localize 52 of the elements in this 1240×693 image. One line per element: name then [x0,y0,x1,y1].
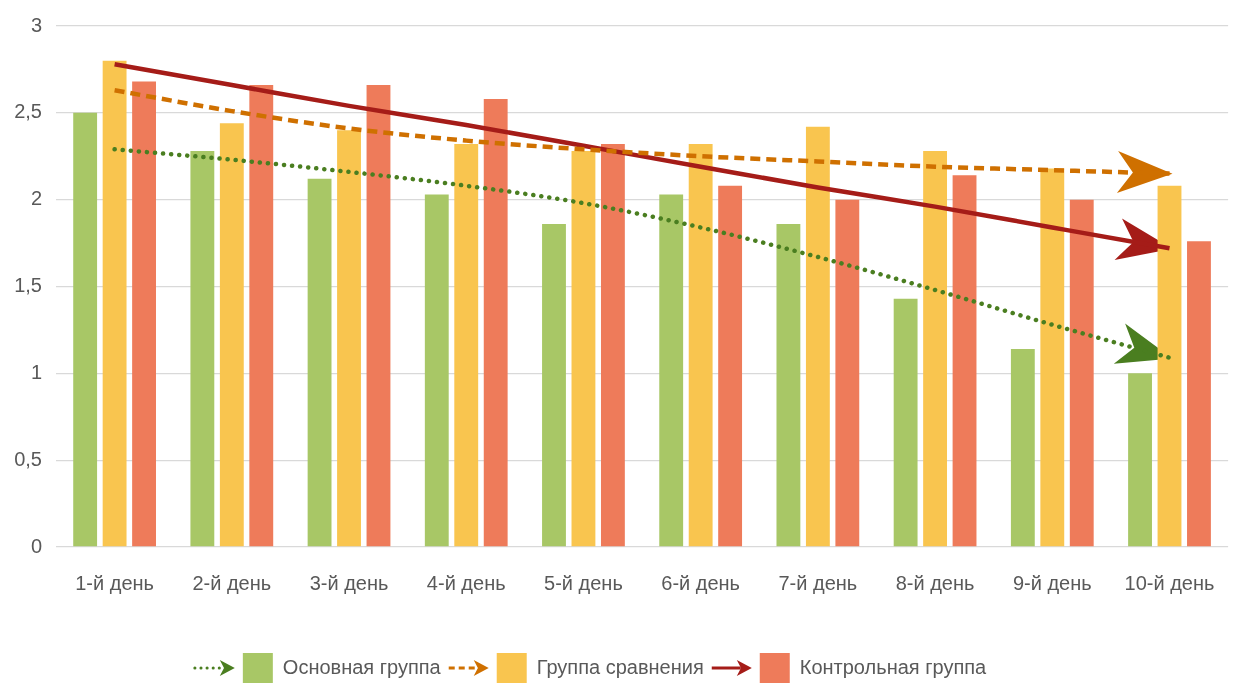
bar [718,185,743,547]
bar [542,223,566,547]
bar [659,194,684,547]
x-tick-label: 4-й день [426,571,506,594]
bar [952,175,977,547]
bar [776,223,801,547]
bar [366,85,391,547]
line-series [112,88,1172,176]
legend-label: Контрольная группа [799,655,988,678]
x-tick-label: 8-й день [895,571,975,594]
bar [1128,373,1152,547]
y-tick-label: 3 [30,13,42,36]
y-tick-label: 1 [30,360,42,383]
bar [835,199,860,547]
bar [600,144,625,547]
bar [219,123,244,547]
bar [307,178,332,547]
legend-label: Группа сравнения [536,655,704,678]
line-series [112,61,1172,251]
bar [424,194,449,547]
bar [190,151,215,547]
x-tick-label: 6-й день [661,571,741,594]
x-tick-label: 7-й день [778,571,858,594]
bar [1187,241,1211,547]
bar [483,98,508,547]
bar [688,144,713,547]
bar [73,112,98,547]
legend-label: Основная группа [282,655,442,678]
y-tick-label: 2 [30,187,42,210]
y-tick-label: 0,5 [14,447,42,470]
x-tick-label: 2-й день [192,571,272,594]
bar [571,151,596,547]
line-series [112,147,1172,360]
x-tick-label: 10-й день [1124,571,1215,594]
bar [1010,349,1035,547]
bar [805,126,830,547]
bar [249,85,274,547]
bar [1069,199,1094,547]
bar [132,81,156,547]
x-tick-label: 9-й день [1012,571,1092,594]
bar [454,144,479,547]
bar [923,151,948,547]
bar [337,130,361,547]
y-tick-label: 2,5 [14,100,42,123]
bar [893,298,918,547]
y-tick-label: 0 [30,534,42,557]
x-tick-label: 1-й день [75,571,154,594]
bar [102,60,127,547]
x-tick-label: 5-й день [544,571,623,594]
bar [1040,168,1065,547]
x-tick-label: 3-й день [309,571,389,594]
y-tick-label: 1,5 [14,274,42,297]
